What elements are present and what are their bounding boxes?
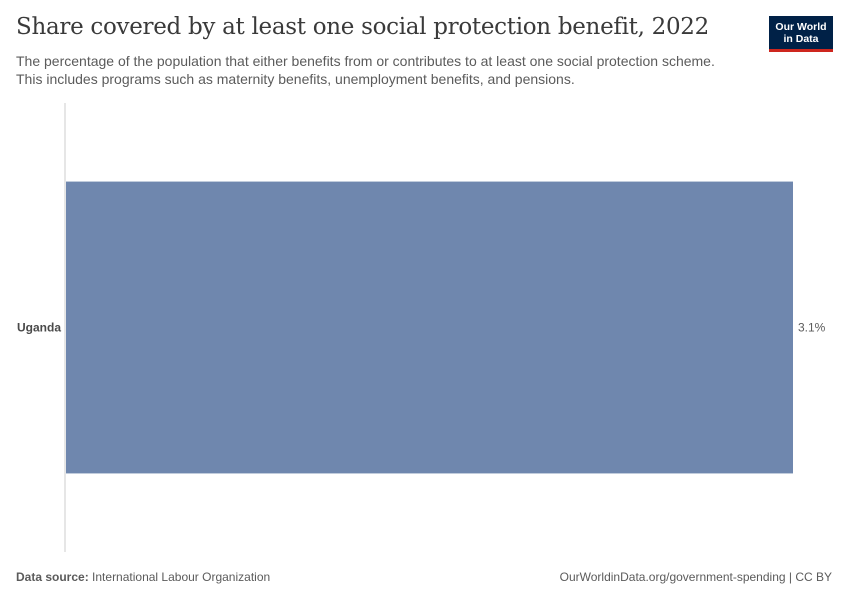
chart-subtitle: The percentage of the population that ei… [16, 53, 715, 87]
data-source-label: Data source: [16, 570, 89, 584]
data-source: Data source: International Labour Organi… [16, 570, 270, 584]
logo-line-1: Our World [775, 21, 827, 33]
bar-group: Uganda 3.1% [17, 181, 826, 474]
owid-logo[interactable]: Our World in Data [769, 16, 833, 52]
category-label: Uganda [17, 321, 61, 335]
logo-line-2: in Data [783, 33, 819, 45]
value-label: 3.1% [798, 321, 826, 335]
data-source-value[interactable]: International Labour Organization [92, 570, 271, 584]
chart-title: Share covered by at least one social pro… [16, 14, 709, 40]
bar-uganda[interactable] [66, 181, 793, 474]
footer-url-license[interactable]: OurWorldinData.org/government-spending |… [559, 570, 832, 584]
